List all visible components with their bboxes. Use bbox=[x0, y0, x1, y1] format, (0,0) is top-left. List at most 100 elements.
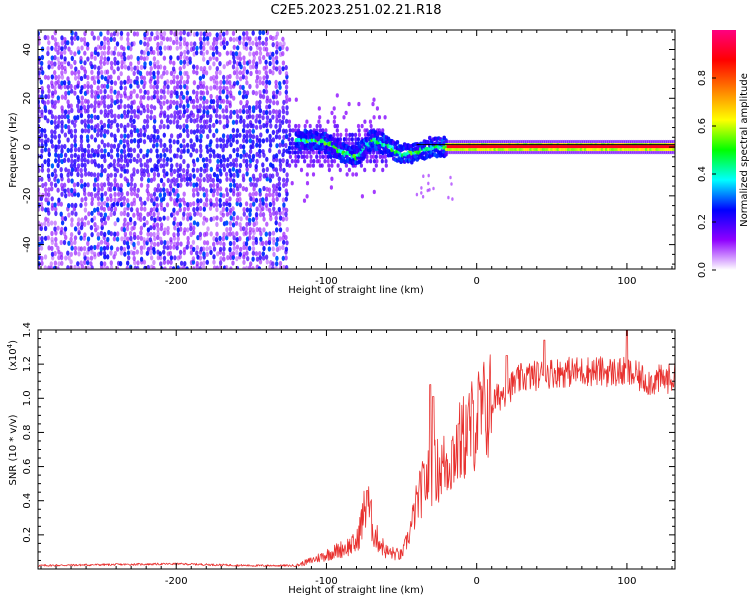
spectrogram-cell bbox=[186, 49, 190, 55]
spectrogram-cell bbox=[145, 114, 150, 120]
spectrogram-cell bbox=[290, 137, 294, 142]
spectrogram-cell bbox=[198, 129, 202, 135]
spectrogram-cell bbox=[53, 220, 57, 226]
spectrogram-cell bbox=[116, 152, 120, 158]
spectrogram-cell bbox=[261, 94, 266, 100]
spectrogram-cell bbox=[202, 95, 206, 101]
spectrogram-cell bbox=[344, 137, 348, 142]
spectrogram-cell bbox=[59, 172, 64, 178]
spectrogram-cell bbox=[82, 36, 87, 43]
spectrogram-cell bbox=[47, 151, 51, 158]
spectrogram-cell bbox=[211, 177, 215, 184]
spectrogram-cell bbox=[285, 105, 289, 111]
spectrogram-cell bbox=[222, 74, 226, 80]
spectrogram-cell bbox=[89, 61, 93, 67]
spectrogram-cell bbox=[205, 192, 209, 198]
spectrogram-cell bbox=[49, 265, 53, 269]
spectrogram-cell bbox=[169, 90, 174, 96]
spectrogram-cell bbox=[155, 164, 159, 170]
spectrogram-cell bbox=[106, 254, 110, 260]
spectrogram-cell bbox=[106, 151, 111, 158]
spectrogram-cell bbox=[235, 231, 239, 237]
spectrogram-cell bbox=[138, 212, 143, 218]
spectrogram-cell bbox=[112, 36, 117, 42]
spectrogram-cell bbox=[183, 49, 187, 55]
spectrogram-cell bbox=[73, 115, 77, 121]
spectrogram-cell bbox=[122, 51, 126, 57]
spectrogram-cell bbox=[92, 182, 97, 188]
spectrogram-cell bbox=[211, 74, 216, 81]
spectrogram-cell bbox=[50, 236, 54, 242]
spectrogram-cell bbox=[166, 177, 170, 184]
spectrogram-cell bbox=[169, 157, 173, 163]
spectrogram-cell bbox=[63, 152, 68, 158]
spectrogram-cell bbox=[70, 245, 74, 251]
spectrogram-cell bbox=[69, 83, 73, 90]
spectrogram-cell bbox=[52, 265, 57, 269]
spectrogram-cell bbox=[126, 202, 130, 208]
spectrogram-cell bbox=[57, 249, 61, 255]
spectrogram-cell bbox=[136, 143, 141, 149]
figure-title: C2E5.2023.251.02.21.R18 bbox=[270, 3, 441, 18]
spectrogram-cell bbox=[176, 221, 180, 227]
spectrogram-cell bbox=[126, 221, 130, 227]
spectrogram-cell bbox=[182, 104, 186, 110]
spectrogram-cell bbox=[215, 108, 219, 114]
spectrogram-cell bbox=[185, 176, 190, 182]
spectrogram-cell bbox=[320, 150, 324, 155]
spectrogram-cell bbox=[82, 104, 87, 110]
spectrogram-cell bbox=[239, 216, 243, 222]
spectrogram-cell bbox=[231, 206, 235, 212]
spectrogram-cell bbox=[185, 227, 190, 233]
spectrogram-cell bbox=[109, 132, 114, 138]
spectrogram-cell bbox=[199, 31, 203, 37]
y-tick-label: -40 bbox=[22, 236, 33, 252]
spectrogram-cell bbox=[238, 202, 243, 208]
spectrogram-cell bbox=[90, 249, 94, 255]
spectrogram-cell bbox=[148, 237, 153, 243]
spectrogram-cell bbox=[251, 266, 255, 269]
spectrogram-cell bbox=[191, 239, 196, 245]
spectrogram-cell bbox=[271, 70, 275, 76]
spectrogram-cell bbox=[129, 235, 133, 241]
spectrogram-cell bbox=[76, 114, 80, 120]
spectrogram-cell bbox=[82, 251, 87, 257]
spectrogram-cell bbox=[40, 236, 44, 242]
spectrogram-cell bbox=[232, 44, 236, 50]
spectrogram-cell bbox=[282, 265, 286, 269]
spectrogram-cell bbox=[228, 240, 233, 247]
spectrogram-cell bbox=[202, 109, 206, 115]
spectrogram-cell bbox=[146, 177, 151, 183]
spectrogram-cell bbox=[225, 227, 229, 233]
spectrogram-cell bbox=[146, 227, 151, 233]
spectrogram-cell bbox=[142, 56, 147, 62]
spectrogram-cell bbox=[133, 182, 137, 188]
spectrogram-cell bbox=[70, 35, 74, 41]
spectrogram-cell bbox=[70, 222, 74, 228]
snr-series-line bbox=[38, 330, 675, 567]
spectrogram-cell bbox=[162, 55, 167, 61]
spectrogram-cell bbox=[162, 84, 167, 90]
spectrogram-cell bbox=[116, 217, 120, 223]
spectrogram-cell bbox=[76, 80, 81, 86]
spectrogram-cell bbox=[86, 153, 91, 159]
spectrogram-cell bbox=[100, 83, 104, 89]
spectrogram-cell bbox=[265, 259, 269, 265]
spectrogram-cell bbox=[182, 191, 186, 197]
spectrogram-cell bbox=[67, 103, 71, 109]
spectrogram-cell bbox=[56, 266, 60, 269]
spectrogram-cell bbox=[96, 79, 101, 85]
spectrogram-cell bbox=[244, 41, 248, 47]
spectrogram-cell bbox=[135, 65, 140, 71]
spectrogram-cell bbox=[255, 78, 259, 84]
spectrogram-cell bbox=[113, 177, 117, 183]
spectrogram-cell bbox=[247, 108, 252, 115]
spectrogram-cell bbox=[228, 100, 232, 106]
spectrogram-cell bbox=[231, 260, 235, 266]
spectrogram-cell bbox=[198, 108, 202, 114]
spectrogram-cell bbox=[327, 163, 331, 168]
spectrogram-cell bbox=[149, 65, 153, 71]
spectrogram-cell bbox=[268, 68, 272, 75]
spectrogram-cell bbox=[198, 178, 202, 184]
spectrogram-cell bbox=[245, 69, 249, 75]
